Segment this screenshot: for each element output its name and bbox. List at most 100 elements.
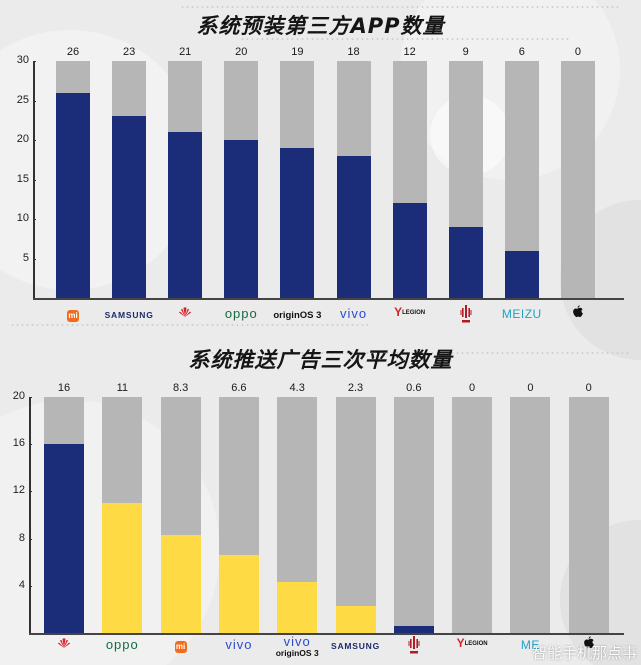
bar-value-label: 19 (291, 46, 304, 58)
chart-panel-preinstalled-apps: 系统预装第三方APP数量 5 10 15 20 25 30 26 mi 23 SAMSUNG 21 2… (0, 0, 641, 330)
brand-logo-redmagic (384, 636, 444, 659)
bar-value-fill (392, 203, 427, 298)
legion-y-icon: Y (394, 305, 403, 319)
chart-title: 系统预装第三方APP数量 (196, 14, 445, 38)
x-axis (29, 633, 624, 635)
bar-oppo (224, 61, 259, 298)
brand-logo-vivo: vivo (327, 305, 381, 323)
chart-panel-push-ads: 系统推送广告三次平均数量 4 8 12 16 20 16 11 oppo 8.3 mi 6.6 viv… (0, 324, 641, 665)
bar-value-fill (277, 582, 318, 633)
originos-wordmark: originOS 3 (275, 648, 319, 658)
y-tick-mark (33, 61, 36, 62)
bar-value-label: 6.6 (231, 382, 247, 394)
brand-logo-legion: YLEGION (383, 305, 437, 323)
bar-value-label: 18 (347, 46, 360, 58)
originos-wordmark: originOS 3 (273, 310, 322, 321)
watermark: 智能手机那点事 (531, 644, 637, 662)
bar-value-fill (448, 226, 483, 298)
brand-logo-apple (559, 636, 619, 654)
bar-value-fill (280, 147, 315, 298)
y-tick-mark (33, 100, 36, 102)
bar-value-label: 0 (585, 382, 592, 394)
brand-logo-legion: YLEGION (442, 636, 502, 654)
bar-samsung (112, 61, 147, 298)
bar-value-fill (393, 625, 434, 633)
bar-value-label: 12 (403, 46, 416, 58)
brand-logo-meizu: MEIZU (495, 305, 549, 323)
bar-huawei (44, 397, 84, 633)
bar-value-fill (224, 140, 259, 298)
bar-value-label: 20 (235, 46, 248, 58)
legion-wordmark: LEGION (464, 641, 488, 647)
y-tick-label: 4 (18, 578, 25, 591)
y-tick-label: 15 (16, 172, 29, 185)
bar-value-label: 21 (179, 46, 192, 58)
x-axis (33, 298, 624, 300)
bar-value-label: 6 (518, 46, 525, 58)
apple-icon (573, 305, 584, 318)
bar-xiaomi (160, 397, 201, 633)
chart-title: 系统推送广告三次平均数量 (188, 348, 453, 372)
bar-huawei (168, 61, 203, 298)
y-tick-label: 30 (16, 54, 29, 66)
bar-value-fill (56, 92, 90, 298)
vivo-wordmark: vivo (283, 634, 311, 649)
y-tick-label: 16 (12, 437, 25, 450)
brand-logo-xiaomi: mi (46, 305, 100, 323)
brand-logo-vivo: vivo (209, 636, 269, 654)
meizu-wordmark: MEIZU (501, 307, 542, 321)
brand-logo-huawei (34, 636, 94, 654)
samsung-wordmark: SAMSUNG (330, 641, 381, 651)
huawei-icon (179, 307, 192, 317)
brand-logo-apple (551, 305, 605, 323)
bar-vivo (336, 61, 371, 298)
legion-wordmark: LEGION (402, 310, 426, 316)
bar-value-fill (102, 503, 143, 633)
bar-vivo-originos-3 (277, 397, 318, 633)
apple-icon (584, 636, 595, 649)
bar-value-label: 0 (469, 382, 476, 394)
brand-logo-originos: originOS 3 (270, 305, 324, 323)
bar-xiaomi (56, 61, 90, 298)
bar-value-fill (168, 132, 203, 298)
bar-- (393, 397, 434, 633)
brand-logo-samsung: SAMSUNG (102, 305, 156, 323)
bar-value-fill (218, 555, 259, 633)
decorative-dots (180, 6, 620, 8)
decorative-dots (210, 352, 630, 354)
y-tick-label: 20 (16, 133, 29, 145)
y-tick-label: 12 (12, 484, 25, 497)
y-tick-mark (33, 219, 36, 220)
y-tick-mark (29, 585, 32, 587)
bar-value-label: 23 (122, 46, 136, 58)
xiaomi-icon: mi (174, 641, 187, 653)
y-tick-mark (33, 179, 36, 181)
y-tick-label: 20 (12, 390, 25, 402)
bar-value-label: 26 (66, 46, 80, 58)
bar-value-fill (504, 250, 539, 298)
decorative-dots (240, 38, 570, 40)
y-tick-label: 5 (22, 251, 29, 264)
bar-value-label: 8.3 (172, 382, 189, 394)
bar-meizu (510, 397, 551, 633)
huawei-icon (58, 638, 70, 648)
redmagic-icon (408, 636, 420, 654)
bar-value-fill (44, 444, 84, 633)
y-tick-mark (29, 538, 32, 540)
brand-logo-xiaomi: mi (151, 636, 211, 654)
bar-value-label: 0.6 (406, 382, 422, 394)
bar-value-fill (336, 155, 371, 298)
brand-logo-samsung: SAMSUNG (326, 636, 386, 654)
oppo-wordmark: oppo (224, 306, 258, 321)
bar-value-label: 11 (116, 382, 128, 394)
bar-apple (560, 61, 595, 298)
xiaomi-icon: mi (67, 310, 79, 322)
bar-oppo (102, 397, 143, 633)
decorative-dots (10, 324, 370, 326)
meizu-wordmark: ME (520, 638, 540, 652)
brand-logo-meizu: ME (500, 636, 560, 654)
y-tick-mark (33, 258, 36, 260)
y-tick-mark (29, 444, 32, 446)
redmagic-icon (460, 305, 472, 323)
bar-apple (568, 397, 609, 633)
